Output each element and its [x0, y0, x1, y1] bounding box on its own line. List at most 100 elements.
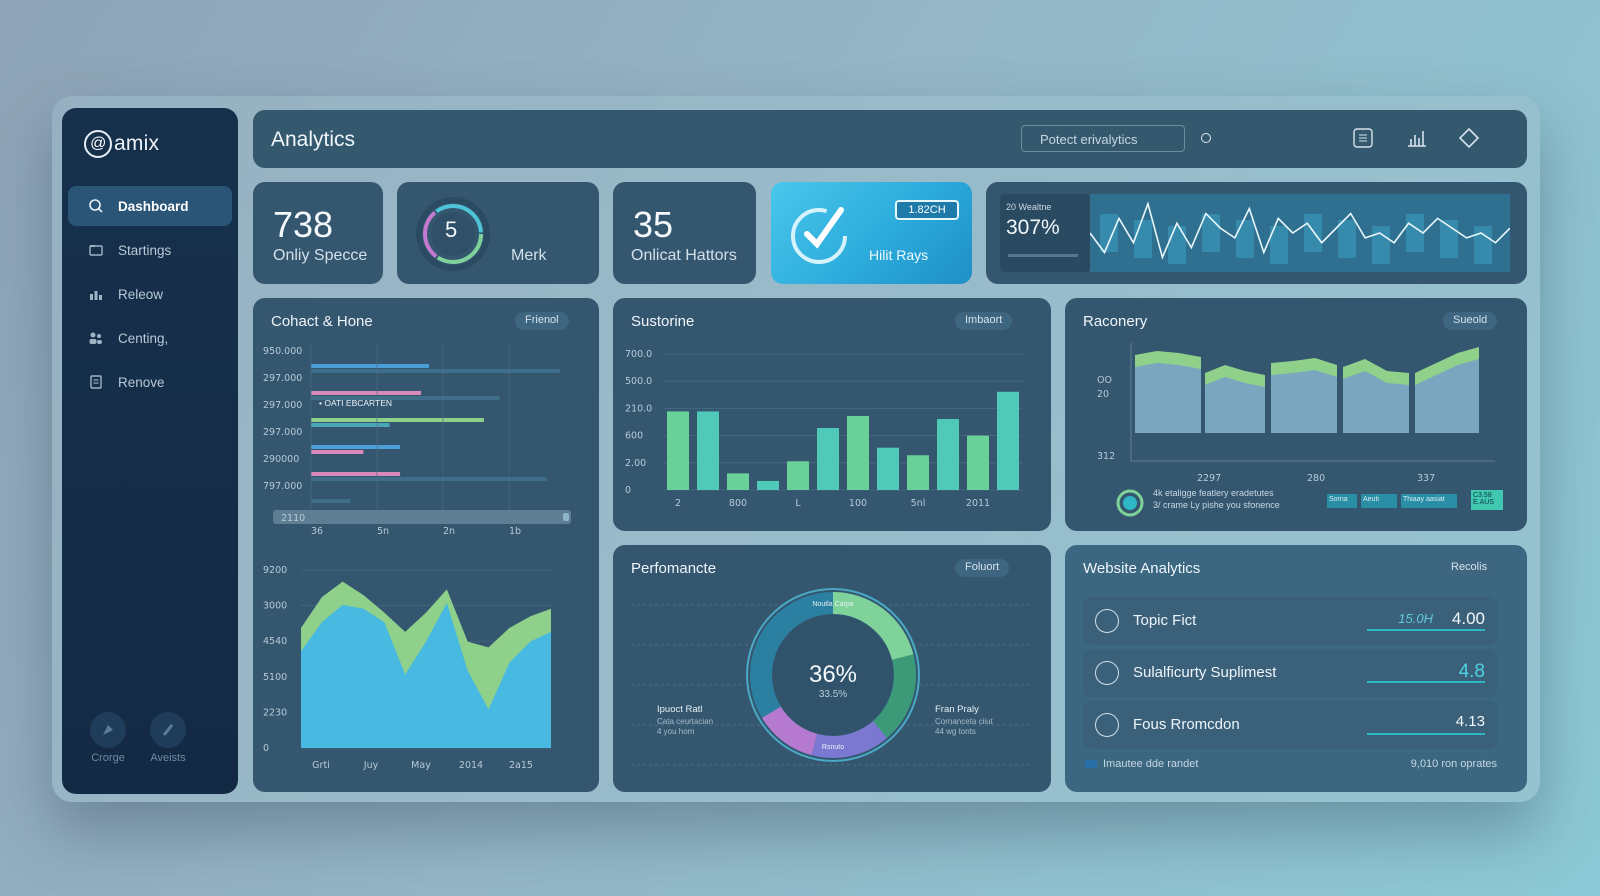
- stacked-area-chart: OO 20 312 2297 280 337: [1097, 343, 1495, 484]
- bar: [311, 423, 390, 427]
- filter-dropdown[interactable]: Sueold: [1443, 312, 1498, 330]
- list-item-name: Sulalficurty Suplimest: [1133, 664, 1277, 681]
- bar: [727, 473, 749, 490]
- panel-title: Website Analytics: [1083, 560, 1201, 577]
- bar: [1406, 214, 1424, 252]
- bar: [907, 455, 929, 490]
- list-item-sub: 15.0H: [1398, 611, 1433, 626]
- sidebar-bottom-crorge[interactable]: Crorge: [90, 712, 126, 764]
- folder-icon: [89, 245, 103, 256]
- y-axis-label: 4540: [263, 636, 287, 647]
- y-axis-label: 700.0: [625, 349, 652, 360]
- panel-website-analytics: Website Analytics Recolis Topic Fict 15.…: [1065, 545, 1527, 792]
- document-icon: [90, 375, 102, 389]
- area-series: [301, 602, 551, 748]
- bar: [311, 391, 422, 395]
- bar: [697, 411, 719, 490]
- y-axis-label: 797.000: [263, 481, 302, 492]
- sidebar-bottom: Crorge Aveists: [90, 712, 186, 764]
- sidebar-item-label: Startings: [118, 242, 172, 258]
- panel-title: Raconery: [1083, 313, 1148, 330]
- search-input[interactable]: Potect erivalytics: [1021, 125, 1185, 152]
- footer-right-text: 9,010 ron oprates: [1410, 758, 1497, 770]
- y-axis-label: 2230: [263, 707, 287, 718]
- sidebar: @ amix Dashboard Startings Releow Centin…: [62, 108, 238, 794]
- right-legend-text: Cornanceta ciiut: [935, 717, 994, 726]
- x-axis-label: 5nl: [911, 498, 926, 509]
- users-icon: [89, 332, 102, 344]
- page-title: Analytics: [271, 128, 356, 151]
- image-icon: [1095, 609, 1119, 633]
- stat-card-rays[interactable]: 1.82CH Hilit Rays: [771, 182, 972, 284]
- list-item[interactable]: Sulalficurty Suplimest 4.8: [1083, 649, 1497, 697]
- panel-title: Cohact & Hone: [271, 313, 373, 330]
- chart-annotation: • OATI EBCARTEN: [319, 398, 392, 408]
- ring-bottom-label: Rsnuto: [822, 744, 844, 751]
- donut-value: 36%: [809, 661, 857, 688]
- right-legend-title: Fran Praly: [935, 704, 979, 715]
- bar: [1270, 226, 1288, 264]
- wave-line-chart: [1090, 194, 1510, 272]
- sidebar-bottom-aveists[interactable]: Aveists: [150, 712, 186, 764]
- y-axis-label: OO: [1097, 375, 1112, 386]
- stat-label: Onlicat Hattors: [631, 247, 737, 264]
- lock-icon: [1095, 713, 1119, 737]
- y-axis-label: 312: [1097, 451, 1115, 462]
- x-axis-label: 5n: [377, 526, 389, 537]
- filter-dropdown[interactable]: Frienol: [515, 312, 569, 330]
- panel-raconery: Raconery Sueold OO 20 312 2297 280 337 4…: [1065, 298, 1527, 531]
- legend-text: 3/ crame Ly pishe you sfonence: [1153, 500, 1280, 510]
- list-item-value: 4.00: [1451, 609, 1485, 628]
- stat-card-merk[interactable]: 5 Merk: [397, 182, 599, 284]
- sidebar-item-dashboard[interactable]: Dashboard: [68, 186, 232, 226]
- legend-chip: Aeuti: [1361, 494, 1397, 508]
- bar: [757, 480, 779, 490]
- logo[interactable]: @ amix: [84, 130, 159, 158]
- x-axis-label: 2a15: [509, 760, 533, 771]
- x-axis-label: Juy: [363, 760, 379, 771]
- filter-dropdown[interactable]: Imbaort: [955, 312, 1013, 330]
- y-axis-label: 297.000: [263, 427, 302, 438]
- bar: [311, 364, 429, 368]
- y-axis-label: 297.000: [263, 400, 302, 411]
- bar-chart-icon[interactable]: [1405, 126, 1429, 150]
- x-axis-label: 2011: [966, 498, 990, 509]
- sidebar-item-releow[interactable]: Releow: [68, 274, 232, 314]
- legend-text: 4k etaligge featlery eradetutes: [1153, 488, 1274, 498]
- sidebar-item-centing[interactable]: Centing,: [68, 318, 232, 358]
- menu-icon[interactable]: [1351, 126, 1375, 150]
- bar: [1168, 226, 1186, 264]
- search-toggle-icon[interactable]: [1201, 133, 1211, 143]
- list-item[interactable]: Topic Fict 15.0H 4.00: [1083, 597, 1497, 645]
- x-axis-label: 280: [1307, 473, 1325, 484]
- stat-card-wave[interactable]: 20 Wealtne 307%: [986, 182, 1527, 284]
- y-axis-label: 297.000: [263, 373, 302, 384]
- stat-card-space[interactable]: 738 Onliy Specce: [253, 182, 383, 284]
- ring-top-label: Noutla Carpa: [812, 601, 853, 608]
- sidebar-item-renove[interactable]: Renove: [68, 362, 232, 402]
- sidebar-bottom-label: Aveists: [150, 752, 186, 764]
- sidebar-item-startings[interactable]: Startings: [68, 230, 232, 270]
- progress-line: [1367, 733, 1485, 735]
- bar: [311, 499, 351, 503]
- filter-dropdown[interactable]: Foluort: [955, 559, 1010, 577]
- stat-card-hattors[interactable]: 35 Onlicat Hattors: [613, 182, 756, 284]
- chart-icon: [90, 291, 102, 300]
- filter-dropdown[interactable]: Recolis: [1441, 559, 1498, 577]
- checkmark-icon: [791, 207, 847, 264]
- x-axis-label: 800: [729, 498, 747, 509]
- donut-chart: 36% 33.5% Noutla Carpa Rsnuto Ipuoct Rat…: [631, 588, 1033, 766]
- y-axis-label: 0: [263, 743, 269, 754]
- panel-performance: Perfomancte Foluort 36% 33.5% Noutla Car…: [613, 545, 1051, 792]
- series-line: [1090, 201, 1510, 260]
- bar: [311, 450, 364, 454]
- panel-title: Perfomancte: [631, 560, 717, 577]
- y-axis-label: 20: [1097, 389, 1109, 400]
- bar: [1236, 220, 1254, 258]
- list-item-value: 4.8: [1458, 661, 1485, 682]
- diamond-icon[interactable]: [1457, 126, 1481, 150]
- bar: [1372, 226, 1390, 264]
- legend-chip: Sorna: [1327, 494, 1357, 508]
- sidebar-item-label: Renove: [118, 374, 165, 390]
- list-item[interactable]: Fous Rromcdon 4.13: [1083, 701, 1497, 749]
